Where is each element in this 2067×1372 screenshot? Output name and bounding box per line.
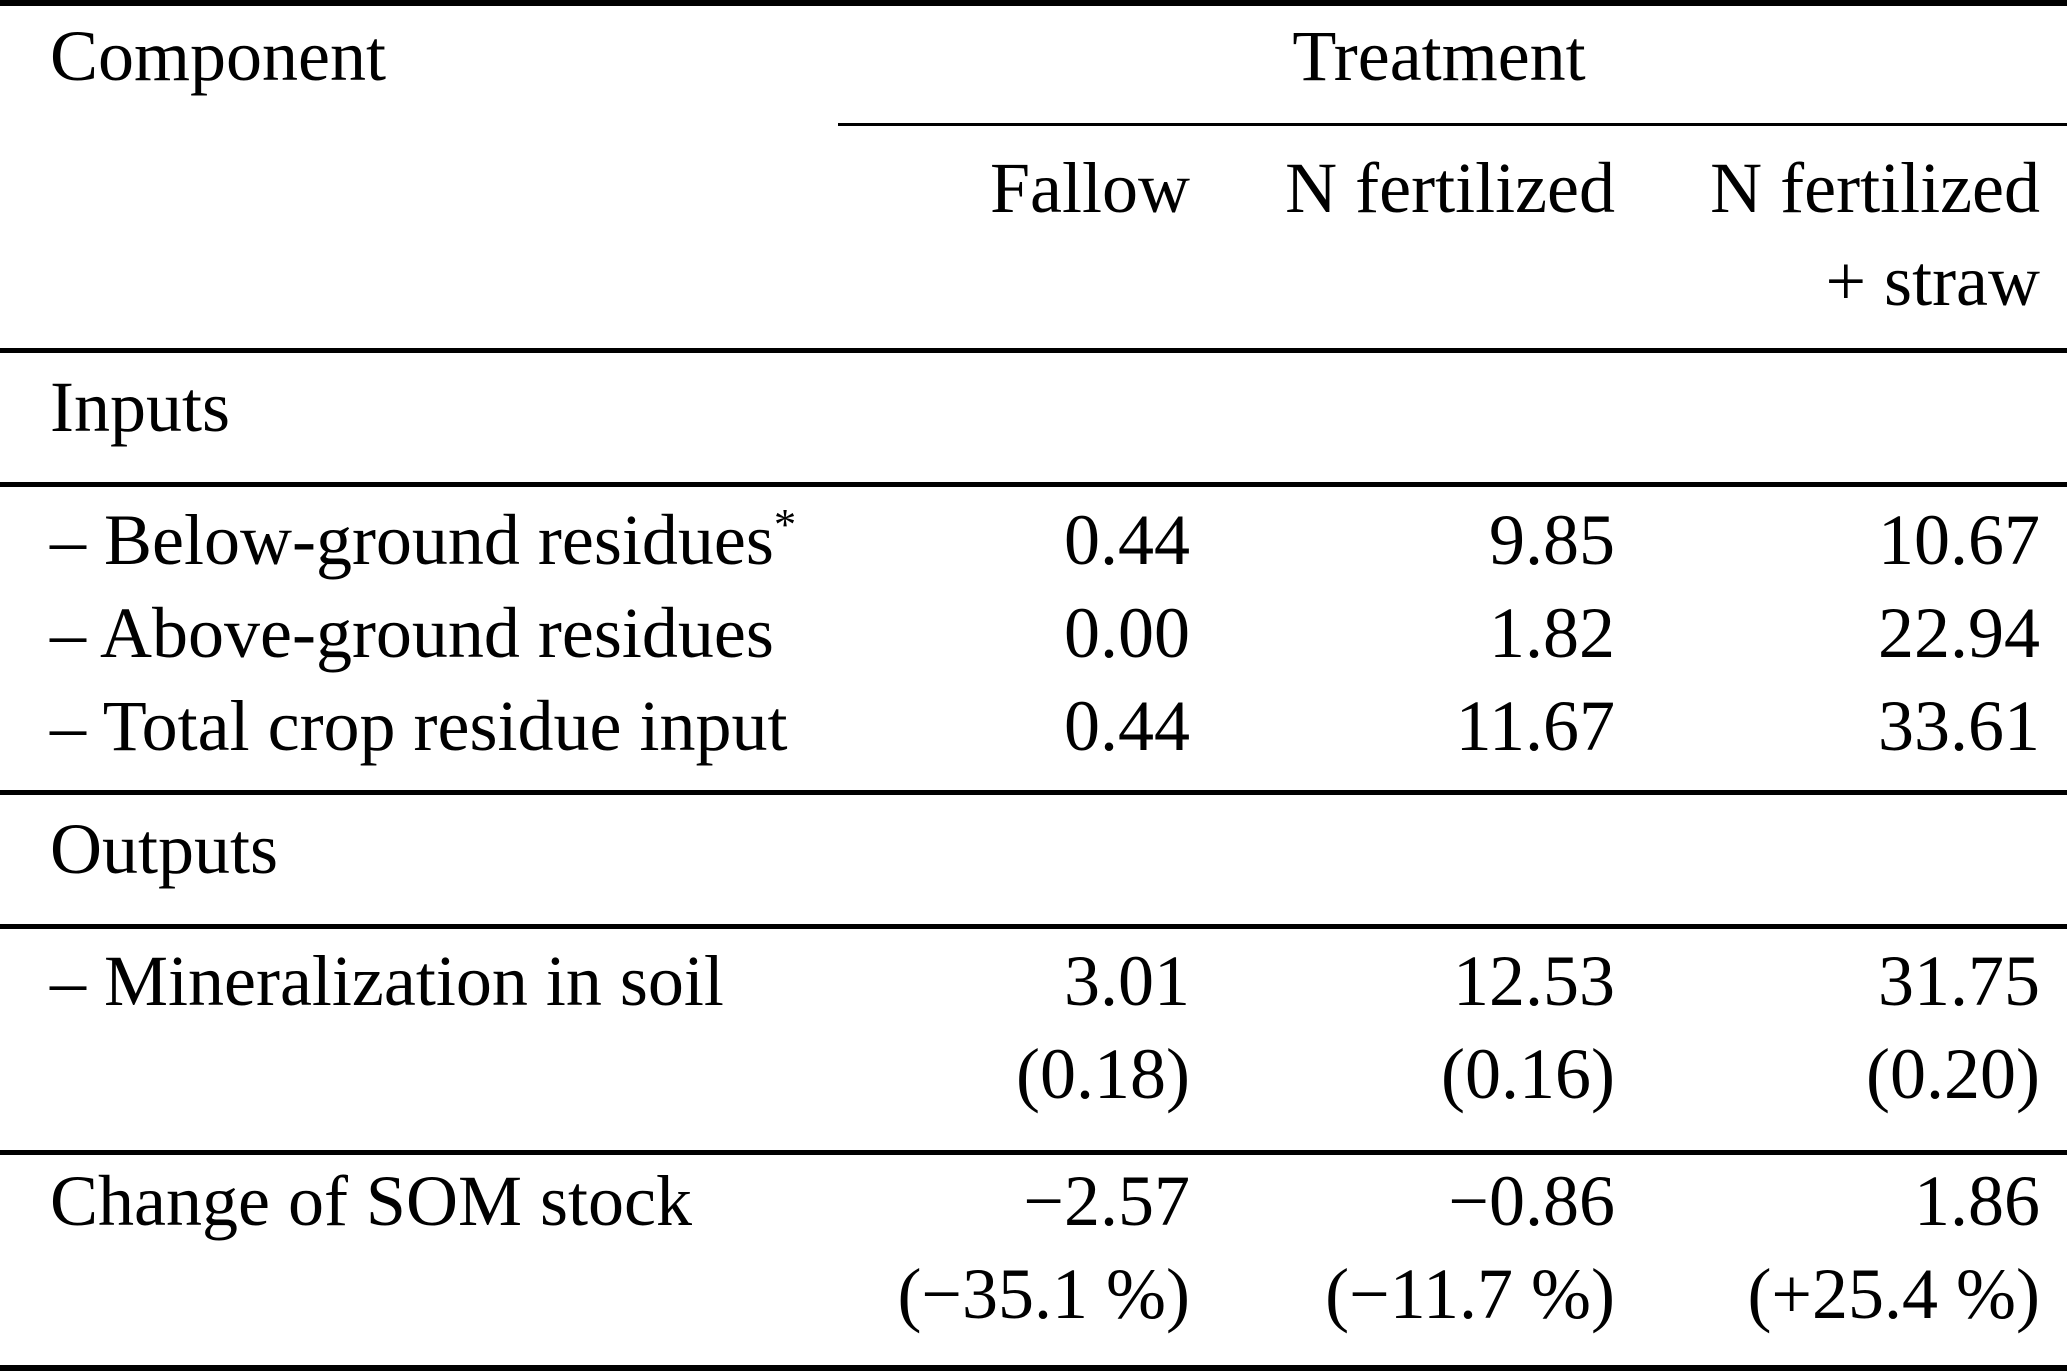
som-change-n-fertilized-straw-percent: (+25.4 %) [1747, 1254, 2040, 1334]
column-header-n-fertilized-straw: N fertilized + straw [1615, 126, 2067, 348]
mineralization-fallow-se: (0.18) [1016, 1034, 1190, 1114]
mineralization-n-fertilized-se: (0.16) [1441, 1034, 1615, 1114]
som-change-n-fertilized-straw-value: 1.86 [1914, 1161, 2040, 1241]
footnote-asterisk: * [773, 499, 797, 550]
value-below-ground-n-fertilized-straw: 10.67 [1878, 500, 2040, 580]
rule-under-treatment [838, 123, 2067, 126]
n-fertilized-straw-header-line1: N fertilized [1710, 148, 2040, 228]
treatment-header-text: Treatment [1292, 16, 1586, 96]
mineralization-n-fertilized-straw-value: 31.75 [1878, 941, 2040, 1021]
value-above-ground-n-fertilized-straw: 22.94 [1878, 593, 2040, 673]
som-change-n-fertilized-value: −0.86 [1448, 1161, 1615, 1241]
column-header-n-fertilized: N fertilized [1190, 126, 1615, 348]
rule-above-outputs [0, 790, 2067, 795]
n-fertilized-straw-header-line2: + straw [1825, 241, 2040, 321]
mineralization-n-fertilized-straw-se: (0.20) [1866, 1034, 2040, 1114]
rule-below-outputs [0, 924, 2067, 929]
row-label-below-ground-residues: – Below-ground residues* [0, 487, 838, 587]
value-total-residue-n-fertilized: 11.67 [1455, 686, 1615, 766]
rule-top [0, 0, 2067, 6]
som-change-n-fertilized-percent: (−11.7 %) [1325, 1254, 1615, 1334]
value-som-change-fallow: −2.57 (−35.1 %) [838, 1155, 1190, 1365]
rule-bottom [0, 1365, 2067, 1371]
n-fertilized-header-text: N fertilized [1285, 148, 1615, 228]
total-crop-residue-label-text: – Total crop residue input [50, 686, 788, 766]
value-below-ground-fallow: 0.44 [1064, 500, 1190, 580]
row-label-mineralization: – Mineralization in soil [0, 929, 838, 1150]
row-label-som-change: Change of SOM stock [0, 1155, 838, 1365]
som-change-fallow-percent: (−35.1 %) [897, 1254, 1190, 1334]
value-below-ground-n-fertilized: 9.85 [1489, 500, 1615, 580]
value-total-residue-n-fertilized-straw: 33.61 [1878, 686, 2040, 766]
column-header-component: Component [0, 6, 838, 123]
som-change-fallow-value: −2.57 [1023, 1161, 1190, 1241]
column-header-fallow: Fallow [838, 126, 1190, 348]
above-ground-residues-label-text: – Above-ground residues [50, 593, 774, 673]
value-mineralization-fallow: 3.01 (0.18) [838, 929, 1190, 1150]
value-mineralization-n-fertilized: 12.53 (0.16) [1190, 929, 1615, 1150]
som-change-label-text: Change of SOM stock [50, 1161, 692, 1241]
value-above-ground-fallow: 0.00 [1064, 593, 1190, 673]
mineralization-n-fertilized-value: 12.53 [1453, 941, 1615, 1021]
value-above-ground-n-fertilized: 1.82 [1489, 593, 1615, 673]
component-header-text: Component [50, 16, 386, 96]
below-ground-residues-label-text: – Below-ground residues [50, 500, 774, 580]
rule-above-inputs [0, 348, 2067, 353]
outputs-title-text: Outputs [50, 809, 279, 889]
section-title-inputs: Inputs [0, 353, 2067, 482]
mineralization-label-text: – Mineralization in soil [50, 941, 724, 1021]
value-som-change-n-fertilized: −0.86 (−11.7 %) [1190, 1155, 1615, 1365]
rule-above-som-change [0, 1150, 2067, 1155]
section-title-outputs: Outputs [0, 795, 2067, 924]
row-label-total-crop-residue: – Total crop residue input [0, 680, 838, 790]
inputs-title-text: Inputs [50, 367, 230, 447]
group-header-treatment: Treatment [838, 6, 2067, 123]
row-label-above-ground-residues: – Above-ground residues [0, 587, 838, 680]
value-som-change-n-fertilized-straw: 1.86 (+25.4 %) [1615, 1155, 2067, 1365]
value-total-residue-fallow: 0.44 [1064, 686, 1190, 766]
mineralization-fallow-value: 3.01 [1064, 941, 1190, 1021]
fallow-header-text: Fallow [989, 148, 1190, 228]
rule-below-inputs [0, 482, 2067, 487]
value-mineralization-n-fertilized-straw: 31.75 (0.20) [1615, 929, 2067, 1150]
